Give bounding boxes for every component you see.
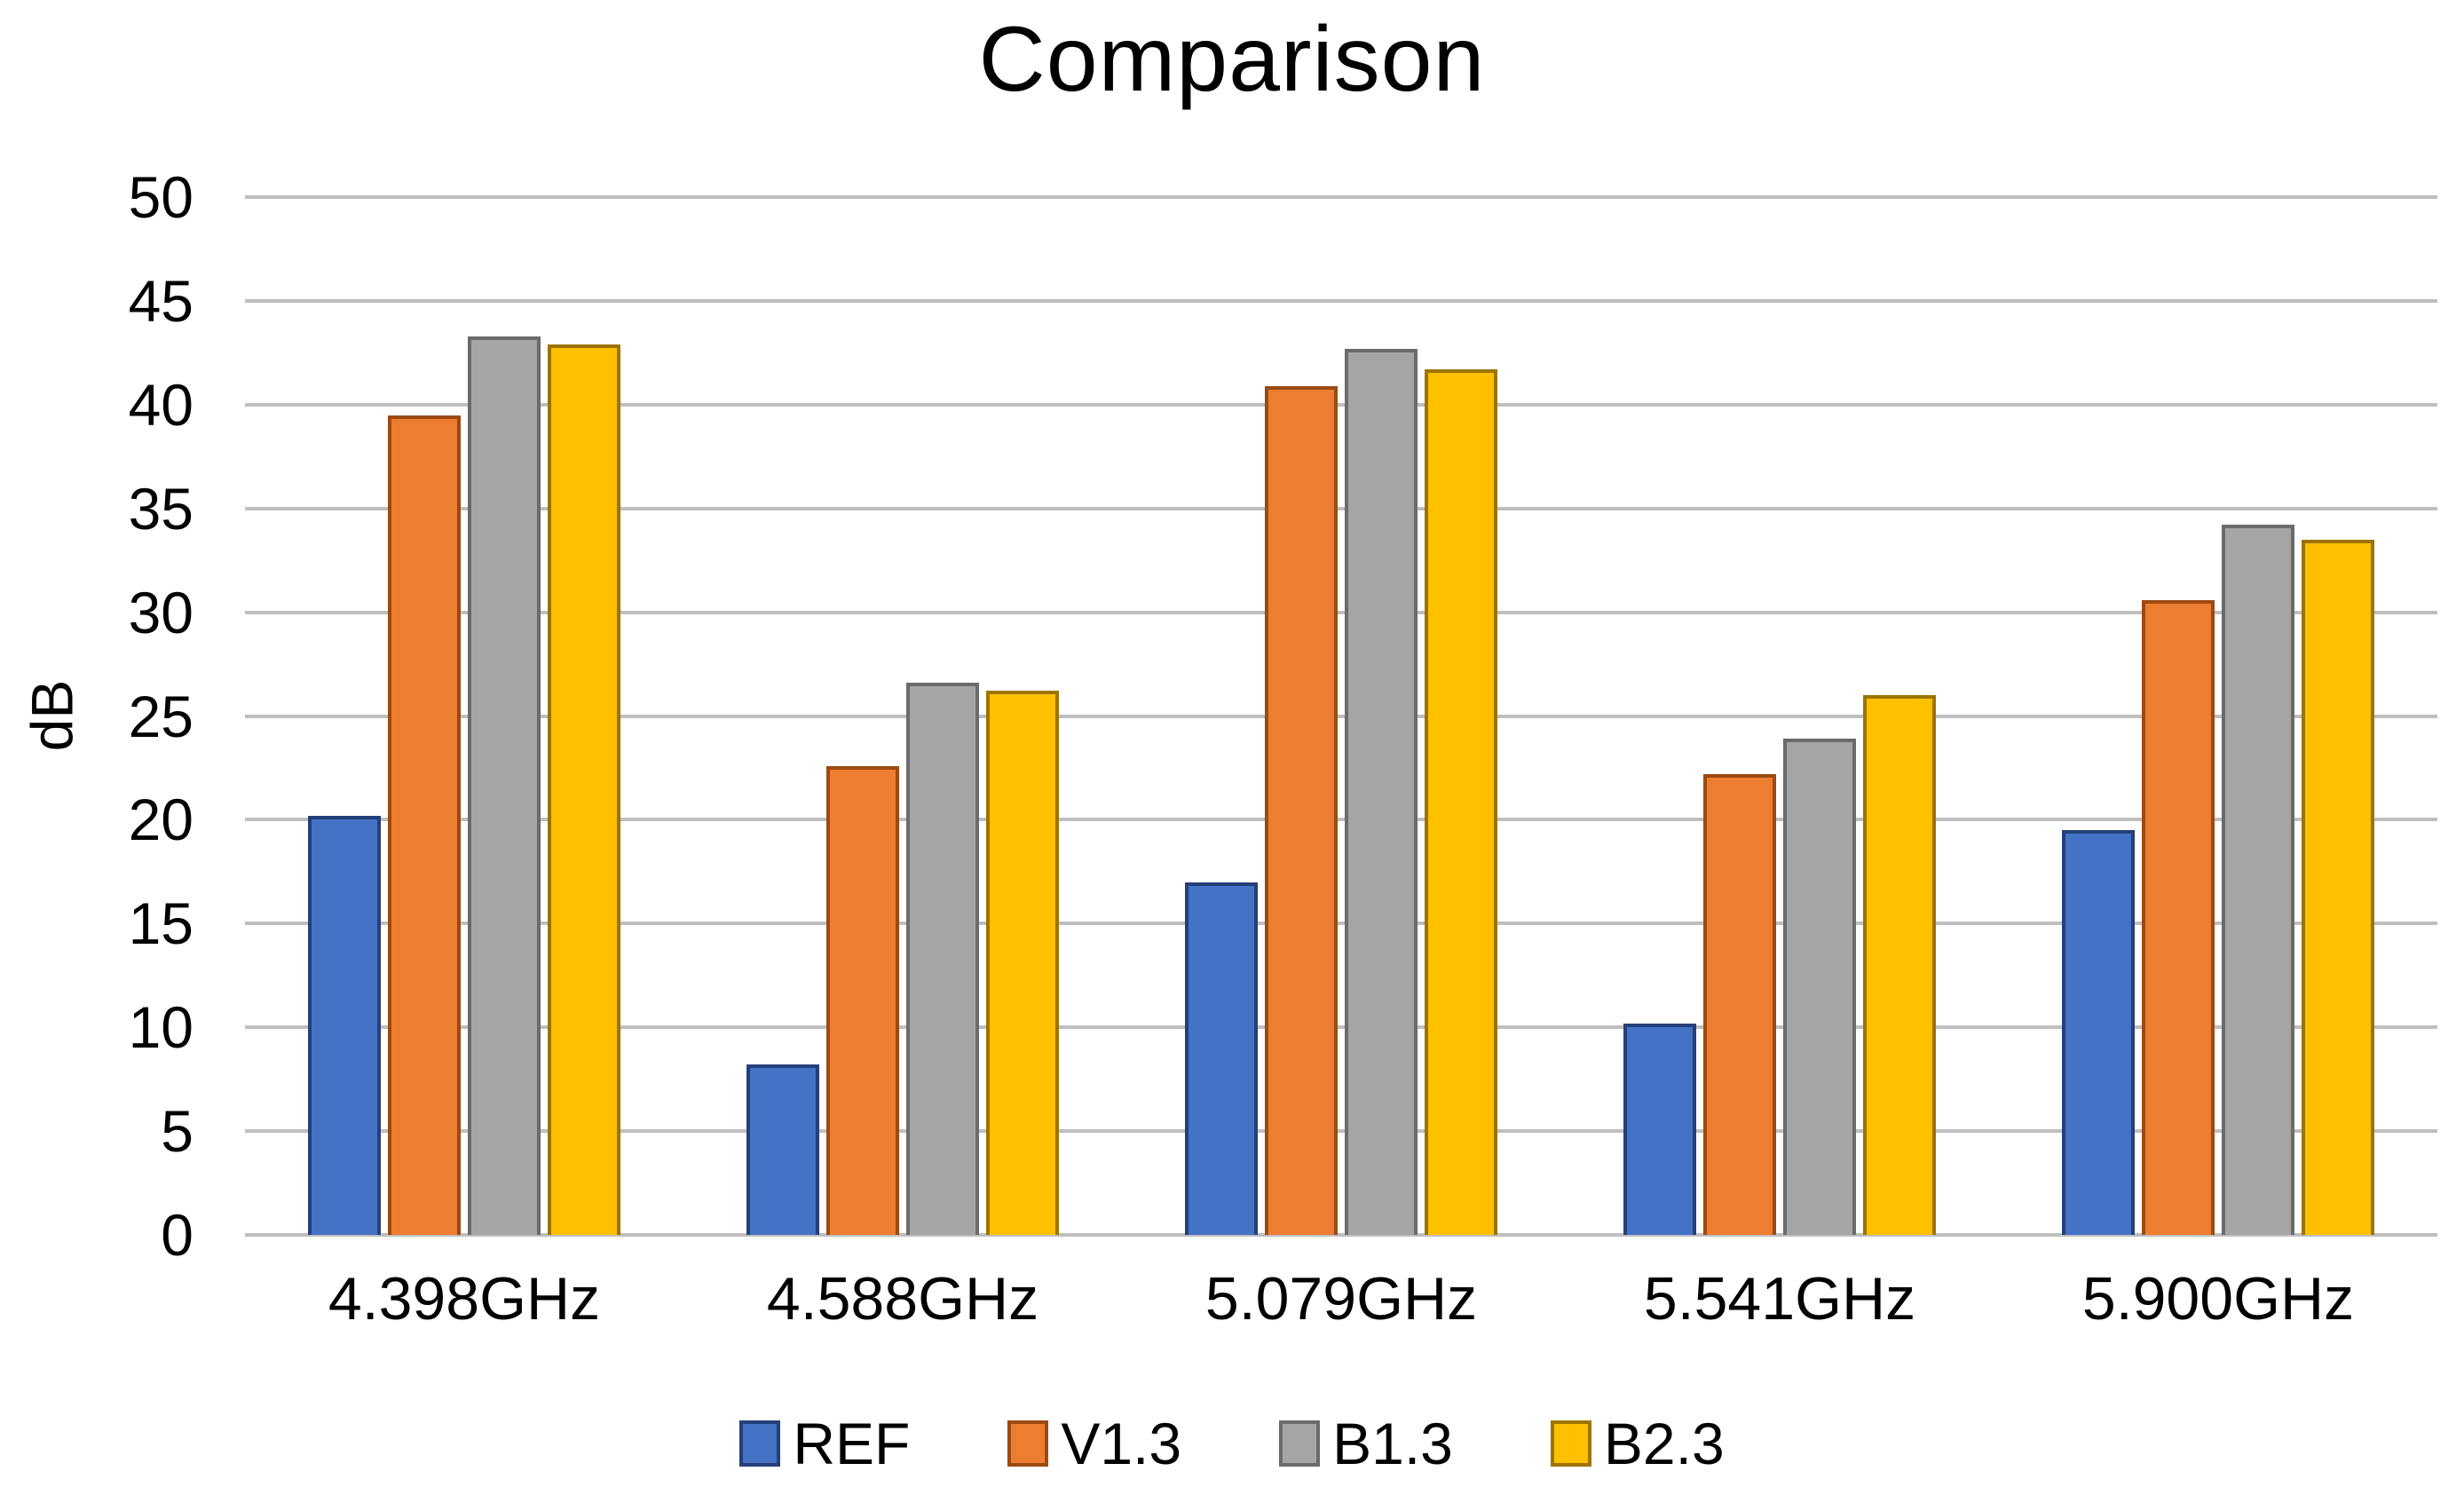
bar-group bbox=[1560, 197, 1999, 1235]
y-tick-label: 35 bbox=[128, 475, 193, 542]
legend-label: B2.3 bbox=[1603, 1411, 1725, 1476]
bar-b1.3 bbox=[906, 683, 979, 1235]
y-tick-label: 40 bbox=[128, 371, 193, 438]
gridline bbox=[245, 714, 2437, 718]
legend-item-b2.3: B2.3 bbox=[1550, 1410, 1725, 1477]
x-category-label: 5.079GHz bbox=[1204, 1265, 1478, 1333]
y-tick-label: 25 bbox=[128, 683, 193, 749]
bar-v1.3 bbox=[388, 415, 461, 1235]
bar-group bbox=[1999, 197, 2437, 1235]
x-category-label: 5.900GHz bbox=[2081, 1265, 2355, 1333]
plot-area bbox=[245, 195, 2437, 1237]
bar-b1.3 bbox=[1783, 739, 1856, 1235]
y-tick-label: 0 bbox=[161, 1202, 193, 1268]
gridline bbox=[245, 818, 2437, 822]
bar-ref bbox=[2062, 830, 2135, 1235]
x-category-label: 4.398GHz bbox=[328, 1265, 601, 1333]
chart-title: Comparison bbox=[978, 8, 1486, 111]
legend: REF V1.3 B1.3 B2.3 bbox=[0, 1410, 2464, 1477]
bar-group bbox=[1122, 197, 1560, 1235]
bar-b2.3 bbox=[548, 344, 620, 1235]
gridline bbox=[245, 298, 2437, 303]
bar-v1.3 bbox=[826, 765, 899, 1235]
legend-swatch bbox=[1007, 1420, 1049, 1467]
gridline bbox=[245, 195, 2437, 199]
bar-b2.3 bbox=[1863, 695, 1936, 1235]
bar-groups bbox=[245, 197, 2437, 1235]
legend-item-v1.3: V1.3 bbox=[1007, 1410, 1181, 1477]
bar-ref bbox=[746, 1064, 819, 1235]
x-axis: 4.398GHz 4.588GHz 5.079GHz 5.541GHz 5.900GHz bbox=[245, 1264, 2437, 1333]
gridline bbox=[245, 1025, 2437, 1030]
bar-v1.3 bbox=[1703, 773, 1776, 1235]
bar-b1.3 bbox=[1345, 348, 1418, 1235]
gridline bbox=[245, 922, 2437, 926]
gridline bbox=[245, 402, 2437, 407]
y-tick-label: 45 bbox=[128, 267, 193, 334]
y-tick-label: 10 bbox=[128, 994, 193, 1061]
bar-group bbox=[245, 197, 683, 1235]
y-axis: 0 5 10 15 20 25 30 35 40 45 50 bbox=[0, 168, 193, 1264]
y-tick-label: 5 bbox=[161, 1098, 193, 1165]
x-category-label: 4.588GHz bbox=[766, 1265, 1039, 1333]
y-tick-label: 50 bbox=[128, 164, 193, 230]
bar-b2.3 bbox=[986, 691, 1059, 1235]
y-tick-label: 15 bbox=[128, 890, 193, 957]
y-tick-label: 20 bbox=[128, 787, 193, 853]
bar-ref bbox=[308, 815, 381, 1235]
legend-label: REF bbox=[793, 1411, 911, 1476]
legend-swatch bbox=[739, 1420, 781, 1467]
bar-ref bbox=[1185, 882, 1258, 1235]
bar-v1.3 bbox=[1265, 385, 1338, 1235]
y-tick-label: 30 bbox=[128, 579, 193, 645]
bar-b2.3 bbox=[1425, 369, 1497, 1235]
gridline bbox=[245, 506, 2437, 510]
legend-label: V1.3 bbox=[1061, 1411, 1182, 1476]
gridline bbox=[245, 1129, 2437, 1134]
bar-b2.3 bbox=[2302, 539, 2374, 1235]
bar-b1.3 bbox=[2222, 525, 2294, 1235]
bar-ref bbox=[1623, 1023, 1696, 1235]
bar-b1.3 bbox=[468, 336, 541, 1235]
legend-label: B1.3 bbox=[1332, 1411, 1453, 1476]
gridline bbox=[245, 610, 2437, 614]
legend-item-ref: REF bbox=[739, 1410, 910, 1477]
bar-v1.3 bbox=[2142, 599, 2215, 1235]
legend-swatch bbox=[1550, 1420, 1591, 1467]
legend-swatch bbox=[1279, 1420, 1321, 1467]
bar-group bbox=[683, 197, 1122, 1235]
x-category-label: 5.541GHz bbox=[1643, 1265, 1916, 1333]
gridline bbox=[245, 1233, 2437, 1237]
legend-item-b1.3: B1.3 bbox=[1279, 1410, 1453, 1477]
